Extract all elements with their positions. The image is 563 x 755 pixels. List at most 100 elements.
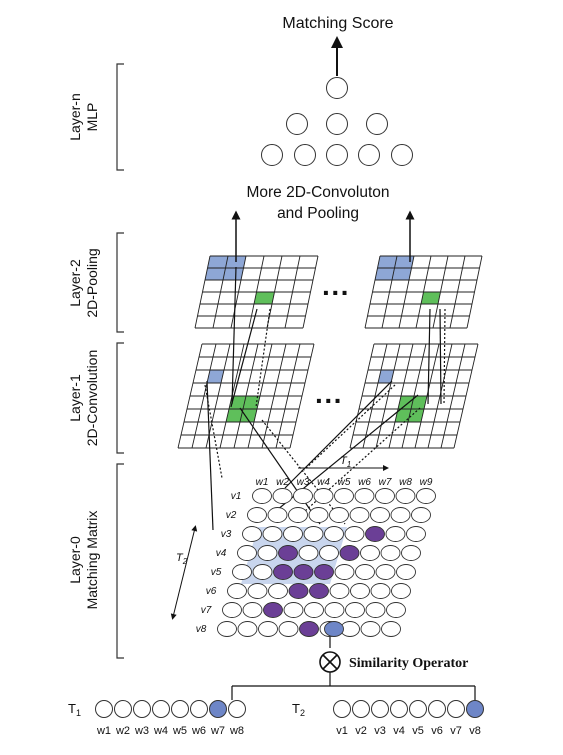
layer-0-label: Layer-0 Matching Matrix	[67, 511, 100, 610]
matrix-cell	[416, 488, 436, 504]
matrix-cell	[319, 545, 339, 561]
conv-matrix-link	[206, 380, 214, 531]
sequence-t1-label: T1	[68, 701, 81, 718]
matrix-cell	[365, 602, 386, 618]
token-label: v2	[355, 725, 367, 737]
matrix-row-label: v5	[211, 567, 222, 578]
matrix-cell	[217, 621, 237, 637]
pool-conv-link-right	[443, 308, 446, 405]
grid-line	[212, 255, 229, 329]
grid-line	[177, 343, 203, 449]
grid-line	[440, 343, 466, 449]
layer-2-sub: 2D-Pooling	[84, 248, 100, 317]
matrix-row-label: v7	[201, 605, 212, 616]
bracket-layer-0	[116, 463, 124, 659]
token-node	[333, 700, 351, 718]
grid-line	[284, 255, 301, 329]
matrix-cell	[293, 488, 313, 504]
matrix-cell	[308, 507, 329, 523]
matrix-col-label: w6	[358, 477, 371, 488]
matrix-cell	[252, 564, 273, 580]
matrix-cell	[222, 602, 242, 618]
matrix-cell	[313, 488, 334, 504]
layer-0-sub: Matching Matrix	[84, 511, 100, 610]
grid-line	[388, 343, 414, 449]
matrix-cell	[324, 526, 344, 542]
grid-line	[401, 343, 427, 449]
matrix-cell	[237, 621, 258, 637]
token-label: v8	[469, 725, 481, 737]
operator-branch-lines	[231, 672, 476, 700]
bracket-layer-n	[116, 63, 124, 171]
matrix-cell	[339, 545, 360, 561]
layer-0-name: Layer-0	[67, 536, 83, 584]
token-label: v7	[450, 725, 462, 737]
layer-n-label: Layer-n MLP	[67, 93, 100, 140]
matrix-cell	[232, 564, 252, 580]
bracket-layer-2	[116, 232, 124, 333]
matrix-cell	[263, 602, 283, 618]
sequence-t1: T1 w1 w2 w3 w4 w5 w6 w7 w8	[68, 700, 246, 737]
similarity-operator-label: Similarity Operator	[349, 656, 468, 671]
token-node	[466, 700, 484, 718]
token-label: w8	[229, 725, 244, 737]
matrix-cell	[247, 583, 268, 599]
sequence-t2-label: T2	[292, 701, 305, 718]
matrix-row-label: v3	[221, 529, 232, 540]
layer-connections	[204, 210, 446, 531]
matrix-cell	[247, 507, 267, 523]
sequence-t1-label-sub: 1	[76, 708, 81, 718]
grid-highlight	[421, 292, 441, 304]
matrix-cell	[411, 507, 431, 523]
matrix-cell	[273, 564, 293, 580]
token-node	[447, 700, 465, 718]
token-node	[133, 700, 151, 718]
matrix-cell	[272, 488, 293, 504]
layer-2-name: Layer-2	[67, 259, 83, 307]
matrix-cell	[334, 564, 355, 580]
grid-line	[364, 255, 381, 329]
conv-ellipsis: ···	[315, 385, 343, 416]
matrix-col-label: w2	[276, 477, 289, 488]
matrix-cell	[349, 507, 370, 523]
matrix-cell	[257, 545, 278, 561]
matrix-cell	[350, 583, 370, 599]
grid-line	[261, 343, 287, 449]
conv-grid-left	[177, 343, 315, 449]
token-node	[95, 700, 113, 718]
pool-conv-link-right	[427, 308, 431, 405]
conv-matrix-link	[303, 384, 396, 471]
matrix-cell	[370, 583, 391, 599]
matrix-cell	[360, 621, 381, 637]
matrix-cell	[237, 545, 257, 561]
token-label: w7	[210, 725, 225, 737]
matrix-cell	[395, 488, 416, 504]
matrix-cell	[314, 564, 334, 580]
matrix-cell	[381, 621, 401, 637]
matrix-cell	[390, 507, 411, 523]
matrix-col-label: w3	[297, 477, 310, 488]
matrix-cell	[267, 507, 288, 523]
grid-highlight	[254, 292, 275, 304]
pooling-grid-right	[364, 255, 483, 329]
sequence-t2-label-sub: 2	[300, 708, 305, 718]
matrix-row-label: v6	[206, 586, 217, 597]
token-node	[190, 700, 208, 718]
matrix-row-label: v8	[196, 624, 207, 635]
conv-matrix-link	[239, 407, 321, 525]
pool-conv-link-right	[439, 308, 442, 405]
grid-line	[414, 343, 440, 449]
mlp-neuron	[366, 113, 388, 135]
pooling-ellipsis: ···	[322, 277, 350, 308]
mlp-network	[261, 77, 413, 166]
grid-line	[194, 255, 211, 329]
token-node	[114, 700, 132, 718]
matrix-cell	[283, 602, 304, 618]
feature-map-grids	[177, 255, 483, 449]
grid-highlight	[378, 370, 394, 383]
mlp-neuron	[294, 144, 316, 166]
token-label: v3	[374, 725, 386, 737]
operator-cross-b	[322, 654, 338, 670]
layer-1-name: Layer-1	[67, 374, 83, 422]
